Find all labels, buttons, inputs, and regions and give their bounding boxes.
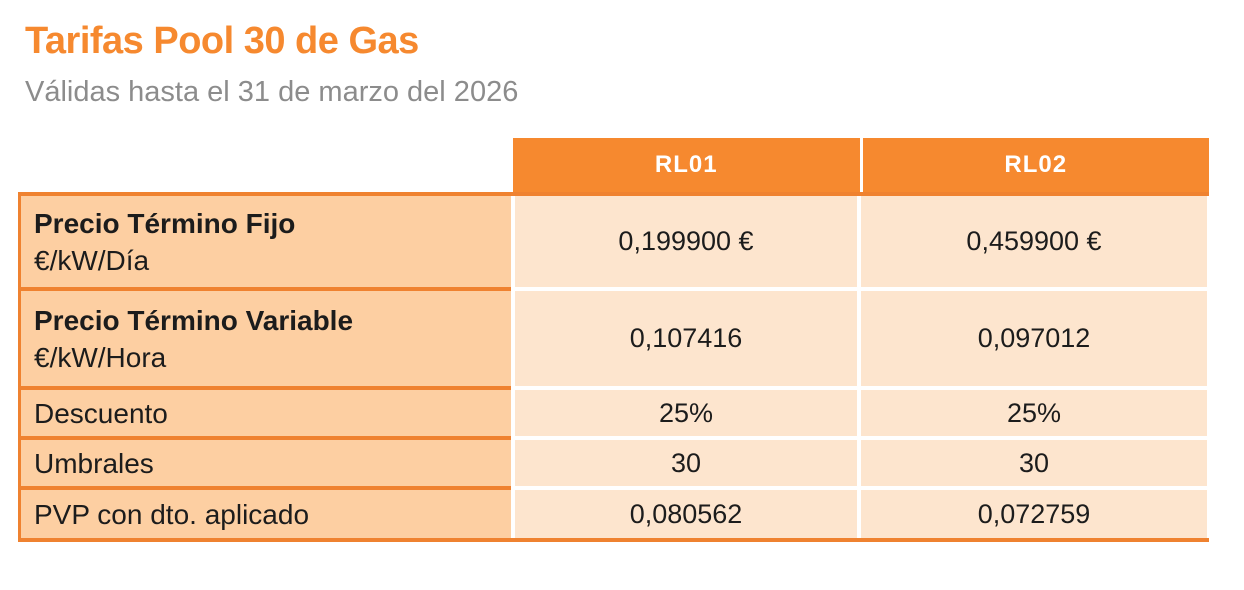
header-column-divider <box>859 138 863 192</box>
data-column-rl01: 0,199900 € 0,107416 25% 30 0,080562 <box>515 196 857 538</box>
row-label-pvp-con-dto: PVP con dto. aplicado <box>21 490 511 538</box>
row-label-precio-termino-fijo: Precio Término Fijo €/kW/Día <box>21 196 511 287</box>
data-column-rl02: 0,459900 € 0,097012 25% 30 0,072759 <box>861 196 1207 538</box>
row-label-main: Descuento <box>34 397 168 429</box>
page-subtitle: Válidas hasta el 31 de marzo del 2026 <box>25 76 519 108</box>
row-label-main: PVP con dto. aplicado <box>34 498 310 530</box>
cell-umbrales-rl01: 30 <box>515 440 857 486</box>
row-label-unit: €/kW/Hora <box>34 341 167 373</box>
column-header-rl01: RL01 <box>654 151 718 178</box>
row-label-descuento: Descuento <box>21 390 511 436</box>
cell-pvp-rl01: 0,080562 <box>515 490 857 538</box>
cell-variable-rl02: 0,097012 <box>861 291 1207 386</box>
row-label-precio-termino-variable: Precio Término Variable €/kW/Hora <box>21 291 511 386</box>
header-underline <box>18 192 1209 196</box>
cell-umbrales-rl02: 30 <box>861 440 1207 486</box>
row-label-column: Precio Término Fijo €/kW/Día Precio Térm… <box>18 196 511 538</box>
row-label-main: Umbrales <box>34 447 154 479</box>
cell-fijo-rl02: 0,459900 € <box>861 196 1207 287</box>
row-label-unit: €/kW/Día <box>34 244 150 276</box>
row-label-main: Precio Término Fijo <box>34 207 296 239</box>
row-label-main: Precio Término Variable <box>34 304 354 336</box>
row-label-umbrales: Umbrales <box>21 440 511 486</box>
table-bottom-border <box>18 538 1209 542</box>
table-header-row: RL01 RL02 <box>513 138 1209 192</box>
column-header-rl02: RL02 <box>1004 151 1068 178</box>
cell-pvp-rl02: 0,072759 <box>861 490 1207 538</box>
tariff-table: RL01 RL02 Precio Término Fijo €/kW/Día P… <box>18 138 1209 542</box>
cell-fijo-rl01: 0,199900 € <box>515 196 857 287</box>
page-title: Tarifas Pool 30 de Gas <box>25 20 419 62</box>
cell-descuento-rl01: 25% <box>515 390 857 436</box>
cell-variable-rl01: 0,107416 <box>515 291 857 386</box>
cell-descuento-rl02: 25% <box>861 390 1207 436</box>
